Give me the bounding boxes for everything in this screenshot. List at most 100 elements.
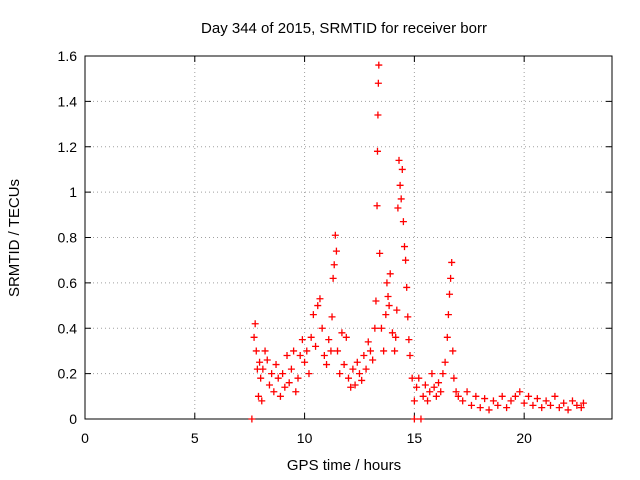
data-point [400, 243, 408, 251]
data-point [281, 383, 289, 391]
data-point [555, 404, 563, 412]
data-point [250, 333, 258, 341]
data-point [318, 324, 326, 332]
data-point [371, 324, 379, 332]
tick-labels: 0 5 10 15 20 0 0.2 0.4 0.6 0.8 1 1.2 1.4 1.6 [58, 48, 533, 446]
data-point [309, 311, 317, 319]
data-point [259, 365, 267, 373]
data-point [547, 401, 555, 409]
data-point [375, 61, 383, 69]
data-point [406, 351, 414, 359]
data-point [405, 336, 413, 344]
data-point [428, 370, 436, 378]
data-point [391, 347, 399, 355]
data-point [516, 388, 524, 396]
data-point [358, 376, 366, 384]
data-point [364, 338, 372, 346]
y-tick-label: 1.6 [58, 48, 78, 64]
data-point [380, 347, 388, 355]
data-point [394, 204, 402, 212]
data-point [402, 256, 410, 264]
data-point [520, 399, 528, 407]
data-point [279, 370, 287, 378]
data-point [294, 374, 302, 382]
data-point [388, 329, 396, 337]
x-tick-label: 10 [297, 430, 313, 446]
data-point [265, 381, 273, 389]
data-point [511, 392, 519, 400]
y-tick-label: 0.6 [58, 275, 78, 291]
data-point [287, 365, 295, 373]
y-axis-label: SRMTID / TECUs [6, 179, 23, 297]
data-point [340, 361, 348, 369]
data-point [489, 397, 497, 405]
data-point [323, 361, 331, 369]
ticks [84, 55, 612, 420]
data-point [494, 401, 502, 409]
data-point [353, 358, 361, 366]
data-point [573, 401, 581, 409]
data-point [448, 258, 456, 266]
data-point [307, 333, 315, 341]
data-point [328, 313, 336, 321]
data-point [568, 397, 576, 405]
y-tick-label: 1.2 [58, 139, 78, 155]
data-point [410, 415, 418, 423]
data-point [579, 399, 587, 407]
chart-title: Day 344 of 2015, SRMTID for receiver bor… [201, 20, 487, 37]
data-point [349, 365, 357, 373]
data-point [351, 381, 359, 389]
data-point [399, 218, 407, 226]
data-point [257, 374, 265, 382]
data-point [362, 365, 370, 373]
data-point [374, 111, 382, 119]
y-tick-label: 0.4 [58, 320, 78, 336]
data-point [507, 397, 515, 405]
data-point [283, 351, 291, 359]
data-point [439, 370, 447, 378]
data-point [374, 79, 382, 87]
data-point [398, 165, 406, 173]
y-tick-label: 1.4 [58, 93, 78, 109]
data-point [301, 358, 309, 366]
data-point [485, 406, 493, 414]
data-point [410, 397, 418, 405]
data-point [408, 374, 416, 382]
data-point [292, 388, 300, 396]
x-tick-label: 15 [407, 430, 423, 446]
data-point [467, 401, 475, 409]
data-point [383, 279, 391, 287]
x-tick-label: 0 [81, 430, 89, 446]
data-point [316, 295, 324, 303]
data-point [472, 392, 480, 400]
data-point [373, 202, 381, 210]
data-point [276, 392, 284, 400]
data-point [338, 329, 346, 337]
data-point [426, 388, 434, 396]
data-point [320, 351, 328, 359]
data-point [252, 347, 260, 355]
data-point [443, 333, 451, 341]
data-point [336, 370, 344, 378]
data-point [392, 333, 400, 341]
data-point [454, 392, 462, 400]
data-point [437, 388, 445, 396]
data-point [376, 249, 384, 257]
data-point [355, 370, 363, 378]
data-point [332, 247, 340, 255]
x-tick-label: 20 [516, 430, 532, 446]
data-point [503, 404, 511, 412]
data-point [449, 347, 457, 355]
data-point [272, 361, 280, 369]
data-point [366, 347, 374, 355]
data-point [386, 270, 394, 278]
data-point [463, 388, 471, 396]
data-point [551, 392, 559, 400]
data-point [430, 383, 438, 391]
data-point [327, 347, 335, 355]
data-point [263, 356, 271, 364]
data-point [564, 406, 572, 414]
data-point [360, 351, 368, 359]
data-point [330, 261, 338, 269]
data-point [334, 347, 342, 355]
